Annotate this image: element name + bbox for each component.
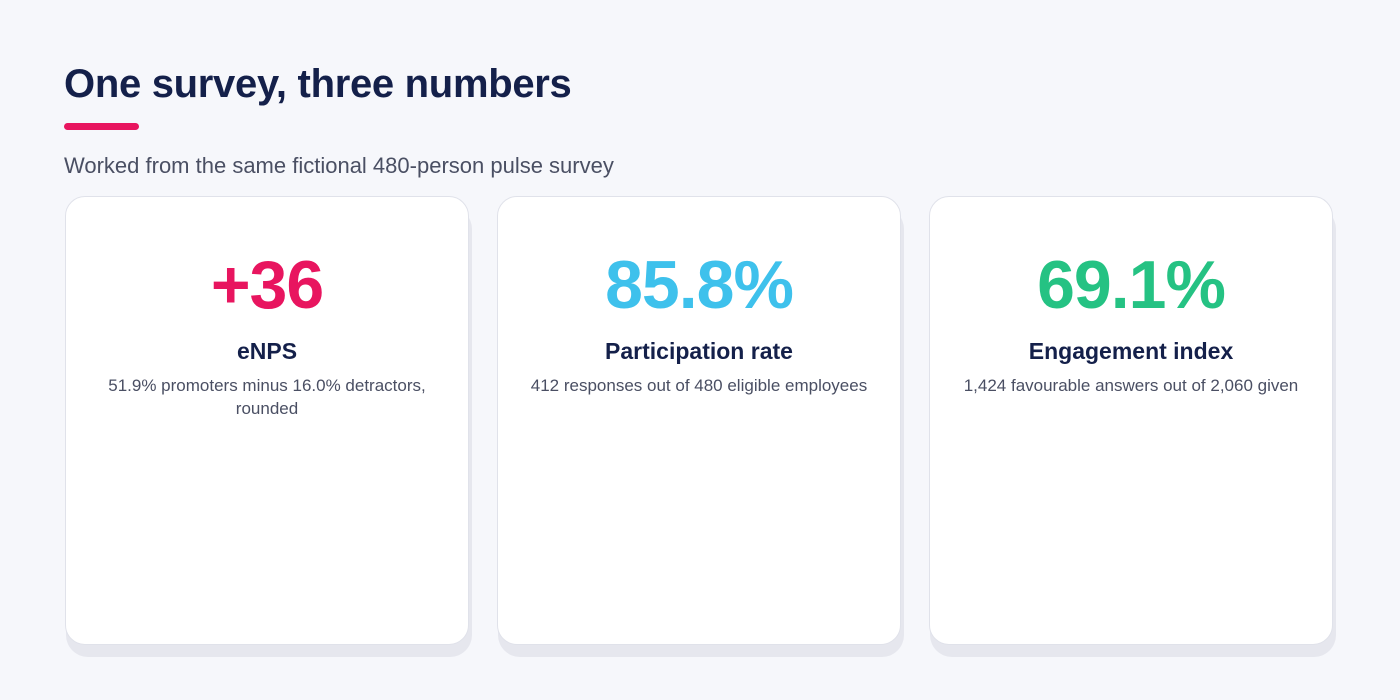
metric-card-enps: +36 eNPS 51.9% promoters minus 16.0% det…	[65, 196, 469, 645]
metric-card-engagement: 69.1% Engagement index 1,424 favourable …	[929, 196, 1333, 645]
page-subtitle: Worked from the same fictional 480-perso…	[64, 153, 614, 178]
metric-label: Participation rate	[605, 338, 793, 364]
metric-value: +36	[210, 247, 324, 323]
metric-card-participation: 85.8% Participation rate 412 responses o…	[497, 196, 901, 645]
metric-value: 69.1%	[1037, 247, 1226, 323]
metric-description: 51.9% promoters minus 16.0% detractors, …	[108, 376, 426, 418]
title-accent-bar	[64, 123, 139, 130]
metric-label: eNPS	[236, 338, 298, 364]
metric-description: 412 responses out of 480 eligible employ…	[530, 376, 868, 395]
metric-description: 1,424 favourable answers out of 2,060 gi…	[963, 376, 1299, 395]
page-title: One survey, three numbers	[64, 62, 572, 106]
metric-label: Engagement index	[1028, 338, 1234, 364]
metric-value: 85.8%	[605, 247, 794, 323]
